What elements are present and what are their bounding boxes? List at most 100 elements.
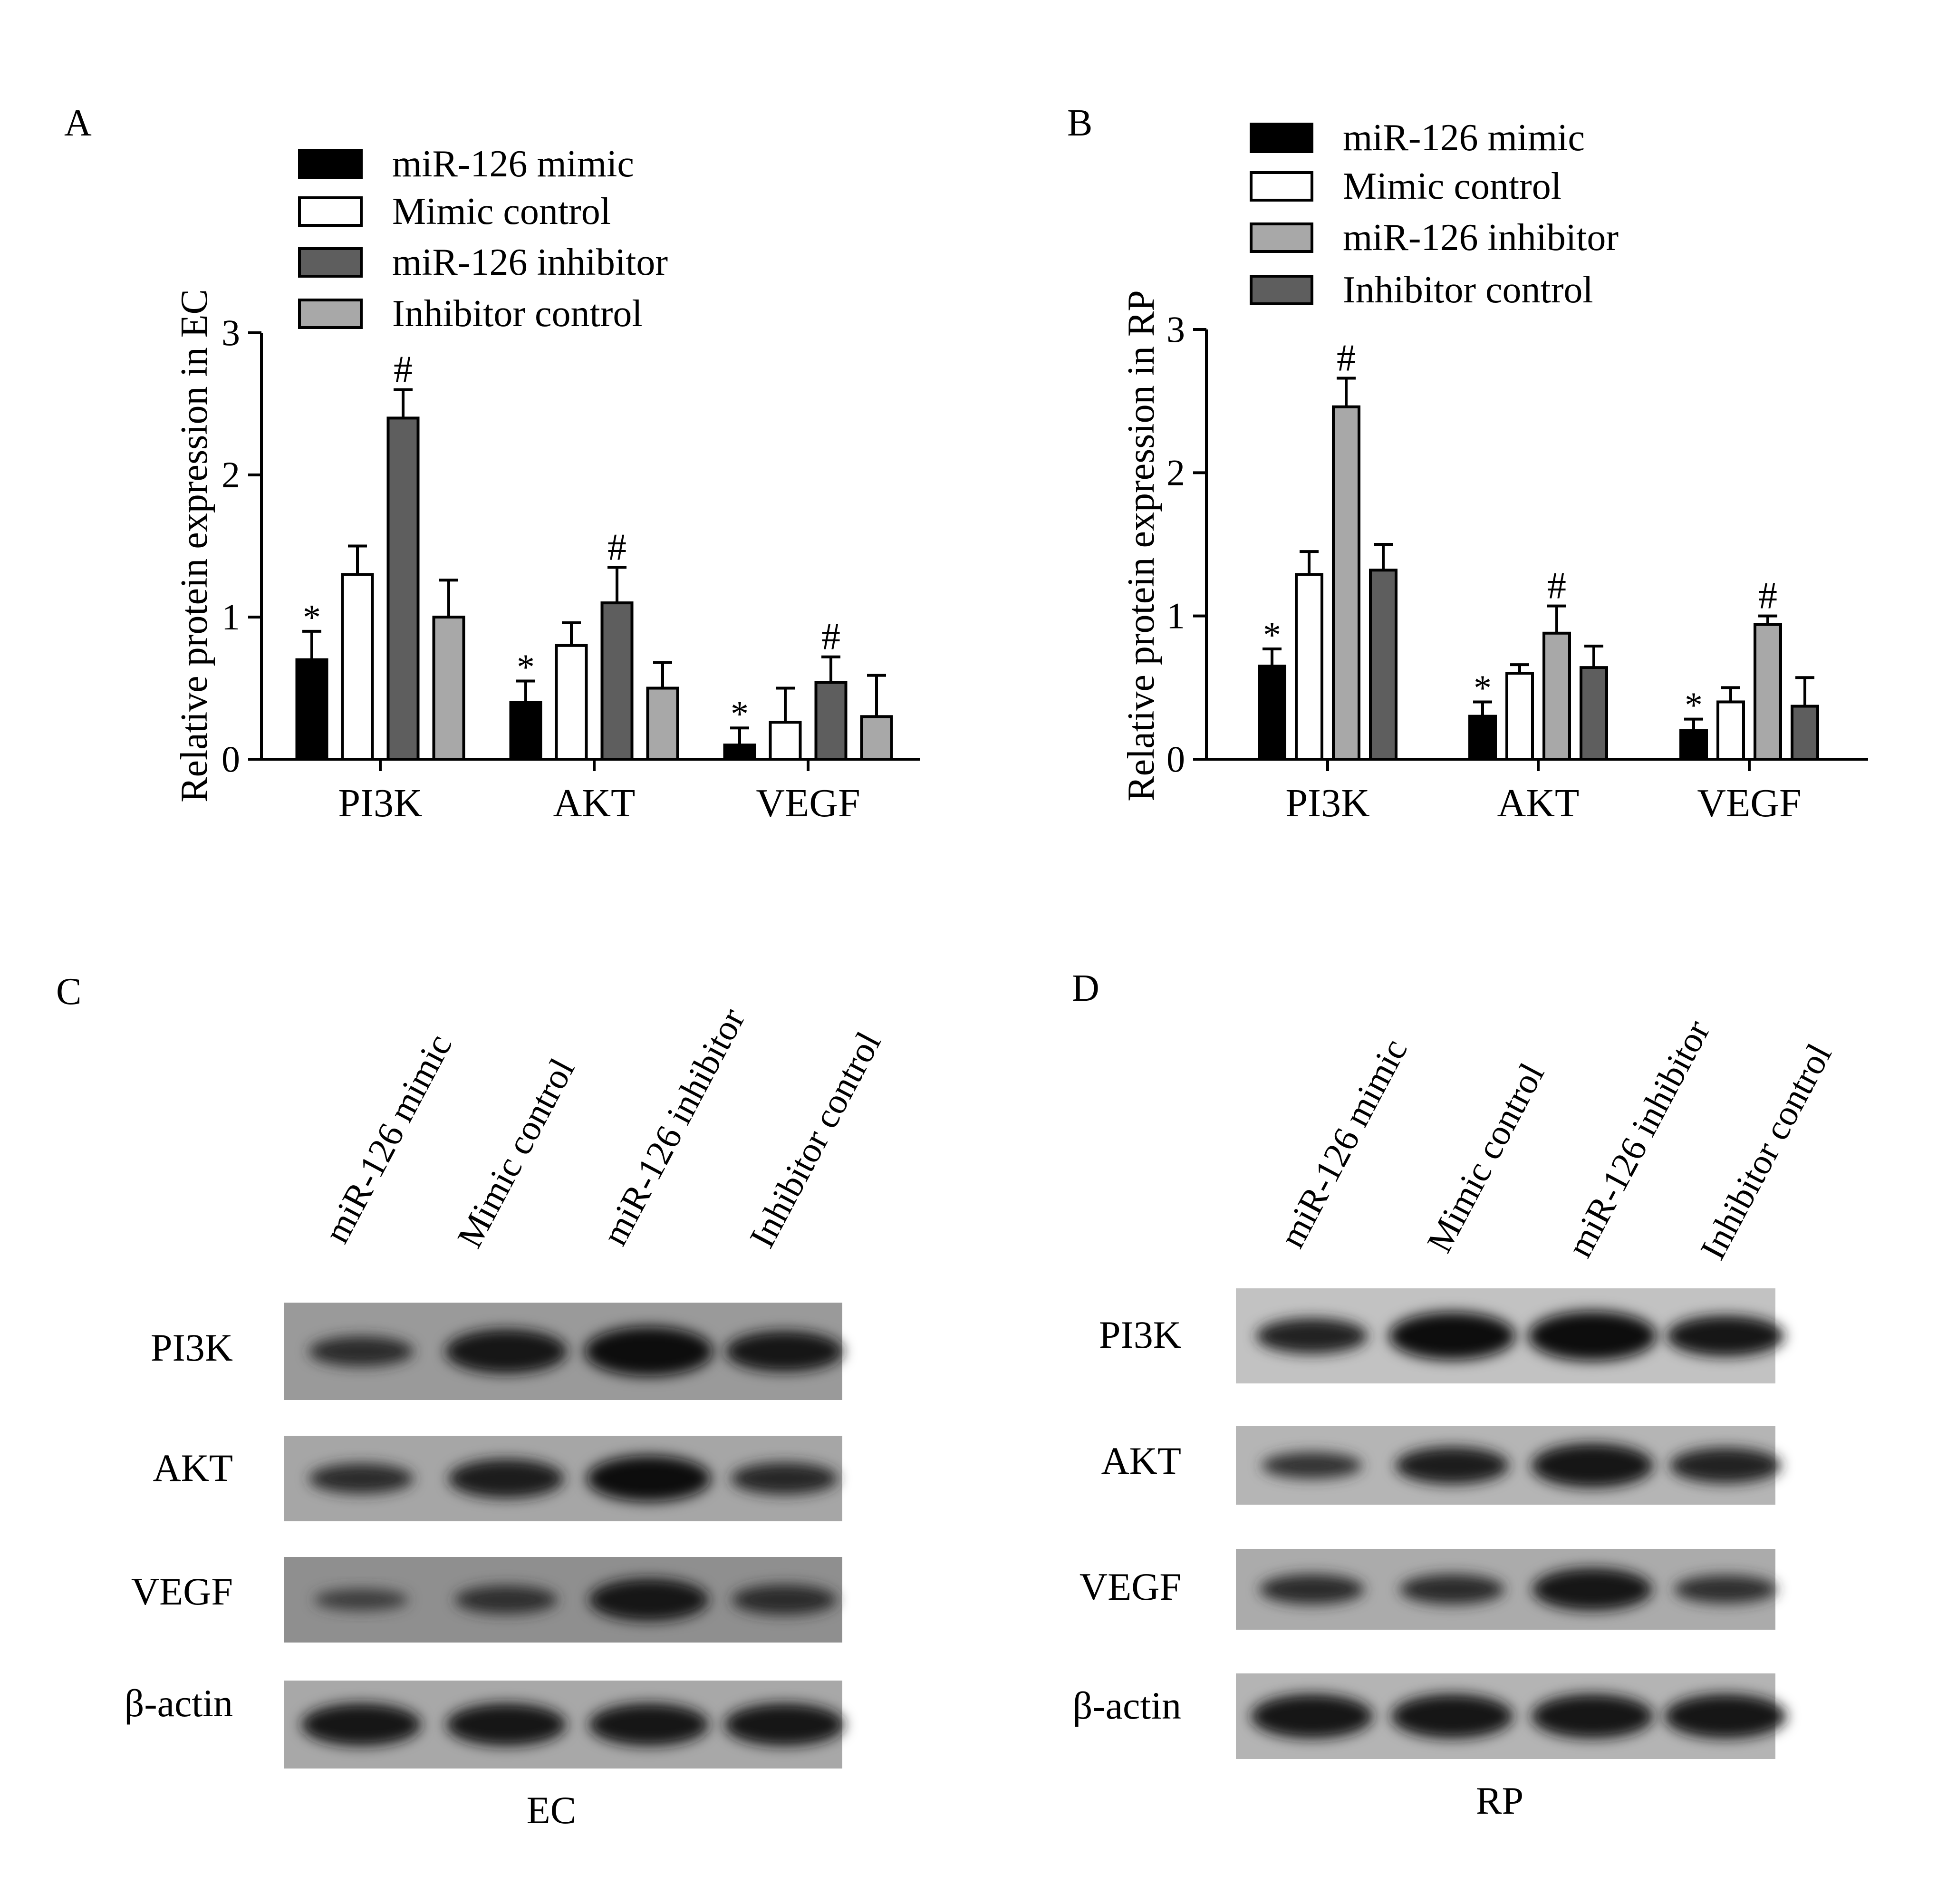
- protein-band: [1399, 1574, 1505, 1604]
- x-tick-label: PI3K: [1285, 781, 1369, 825]
- legend-swatch: [298, 247, 363, 278]
- bar: [1369, 569, 1398, 761]
- bar: [723, 744, 756, 761]
- bar: [600, 601, 634, 761]
- bar: [646, 686, 679, 761]
- protein-band: [308, 1463, 414, 1494]
- x-tick-label: PI3K: [338, 781, 422, 825]
- protein-band: [308, 1336, 414, 1367]
- protein-band: [1670, 1448, 1781, 1483]
- protein-band: [1528, 1311, 1657, 1361]
- significance-asterisk: *: [517, 648, 535, 687]
- bar: [341, 573, 374, 761]
- bar: [1332, 405, 1360, 761]
- significance-hash: #: [821, 616, 840, 658]
- bar: [1754, 623, 1782, 761]
- y-tick-label: 2: [1166, 452, 1185, 493]
- bar: [860, 715, 893, 761]
- panel-a-letter: A: [64, 102, 92, 144]
- blot-row-label: VEGF: [131, 1570, 233, 1613]
- bar: [295, 658, 328, 761]
- bar: [386, 416, 420, 761]
- blot-row-label: β-actin: [125, 1682, 233, 1725]
- legend-label: Inhibitor control: [392, 293, 643, 335]
- y-tick-label: 3: [1166, 309, 1185, 350]
- bar: [1716, 700, 1745, 761]
- bar: [1791, 705, 1819, 761]
- bar: [1542, 631, 1571, 761]
- protein-band: [448, 1459, 564, 1498]
- protein-band: [1395, 1447, 1509, 1484]
- bar: [1468, 715, 1497, 761]
- significance-asterisk: *: [731, 694, 749, 734]
- lane-label: miR-126 inhibitor: [1560, 1014, 1718, 1264]
- protein-band: [587, 1455, 711, 1502]
- legend-label: miR-126 inhibitor: [1343, 217, 1619, 259]
- panel-d-western-blot: D miR-126 mimic Mimic control miR-126 inhi…: [1072, 967, 1840, 1822]
- protein-band: [724, 1703, 844, 1746]
- bar: [1580, 666, 1608, 761]
- legend-label: Inhibitor control: [1343, 269, 1593, 311]
- significance-hash: #: [1547, 565, 1566, 607]
- legend-swatch: [298, 149, 363, 179]
- x-tick-label: VEGF: [756, 781, 860, 825]
- protein-band: [589, 1703, 709, 1746]
- lane-label: Mimic control: [450, 1052, 582, 1254]
- legend-swatch: [298, 196, 363, 227]
- protein-band: [1664, 1694, 1787, 1739]
- significance-asterisk: *: [1685, 686, 1703, 725]
- protein-band: [732, 1585, 837, 1615]
- bar: [1505, 672, 1534, 761]
- bar: [509, 701, 542, 761]
- blot-row-label: AKT: [1101, 1439, 1181, 1482]
- protein-band: [1674, 1575, 1777, 1604]
- protein-band: [1391, 1694, 1513, 1739]
- significance-hash: #: [1337, 337, 1356, 379]
- protein-band: [1531, 1443, 1654, 1488]
- legend-swatch: [1250, 222, 1313, 253]
- y-tick-label: 0: [222, 738, 240, 780]
- x-tick-label: AKT: [553, 781, 636, 825]
- bar: [814, 681, 848, 761]
- protein-band: [1531, 1694, 1654, 1739]
- protein-band: [445, 1329, 568, 1374]
- protein-band: [1262, 1452, 1362, 1479]
- protein-band: [446, 1703, 566, 1746]
- lane-label: miR-126 mimic: [317, 1028, 460, 1249]
- legend-label: Mimic control: [392, 191, 611, 232]
- panel-d-caption: RP: [1476, 1779, 1523, 1822]
- lane-label: Inhibitor control: [742, 1025, 889, 1254]
- bar: [1679, 729, 1708, 761]
- y-tick-label: 1: [222, 596, 240, 638]
- legend-label: Mimic control: [1343, 165, 1561, 207]
- protein-band: [731, 1462, 838, 1495]
- y-tick-label: 0: [1166, 738, 1185, 780]
- panel-d-letter: D: [1072, 967, 1099, 1009]
- legend-swatch: [1250, 171, 1313, 202]
- legend-swatch: [1250, 275, 1313, 305]
- legend-swatch: [298, 299, 363, 329]
- x-tick-label: AKT: [1497, 781, 1580, 825]
- significance-asterisk: *: [1474, 668, 1492, 708]
- lane-label: Mimic control: [1419, 1057, 1552, 1259]
- protein-band: [1389, 1312, 1515, 1360]
- blot-row-label: PI3K: [1099, 1313, 1181, 1356]
- blot-row-label: AKT: [153, 1446, 233, 1489]
- panel-c-letter: C: [56, 971, 81, 1013]
- legend-label: miR-126 mimic: [1343, 117, 1585, 159]
- legend-swatch: [1250, 123, 1313, 153]
- protein-band: [1533, 1568, 1652, 1611]
- lane-label: Inhibitor control: [1693, 1037, 1840, 1266]
- protein-band: [585, 1326, 713, 1376]
- y-tick-label: 3: [222, 312, 240, 353]
- bar: [1295, 573, 1323, 761]
- significance-hash: #: [394, 349, 413, 391]
- protein-band: [314, 1589, 408, 1611]
- protein-band: [1667, 1315, 1784, 1357]
